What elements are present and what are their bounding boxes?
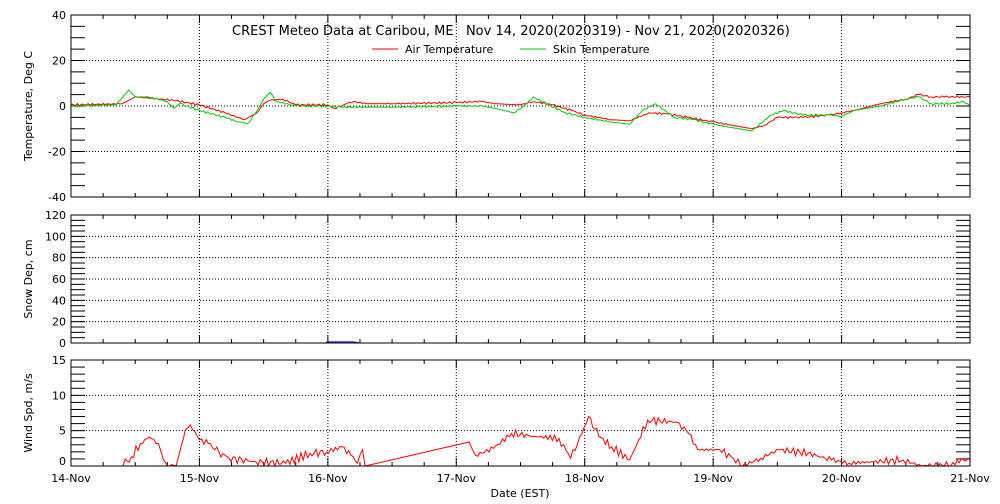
- y-tick-label: 15: [52, 354, 66, 367]
- y-axis-label: Temperature, Deg C: [22, 51, 35, 162]
- y-axis-label: Wind Spd, m/s: [22, 373, 35, 453]
- y-tick-label: 100: [45, 230, 66, 243]
- x-tick-label: 20-Nov: [822, 472, 862, 485]
- y-tick-label: 40: [52, 294, 66, 307]
- x-tick-label: 15-Nov: [180, 472, 220, 485]
- y-tick-label: 0: [59, 337, 66, 350]
- y-tick-label: 20: [52, 55, 66, 68]
- y-tick-label: 20: [52, 316, 66, 329]
- y-tick-label: 0: [59, 100, 66, 113]
- y-axis-label: Snow Dep, cm: [22, 239, 35, 318]
- x-axis-label: Date (EST): [490, 487, 549, 500]
- y-tick-label: 5: [59, 425, 66, 438]
- chart-title: CREST Meteo Data at Caribou, ME Nov 14, …: [232, 24, 790, 39]
- x-tick-label: 14-Nov: [51, 472, 91, 485]
- y-tick-label: 10: [52, 389, 66, 402]
- panel-1: 0 20 40 60 80 100 120 Snow Dep, cm: [22, 209, 971, 350]
- plot-frame: [70, 214, 971, 344]
- legend: Air Temperature Skin Temperature: [372, 43, 650, 56]
- plot-frame: [70, 14, 971, 198]
- y-tick-label: -40: [48, 191, 66, 204]
- plot-frame: [70, 359, 971, 467]
- series-line-skin-temperature: [70, 89, 971, 132]
- legend-skin-label: Skin Temperature: [553, 43, 650, 56]
- y-tick-label: 80: [52, 252, 66, 265]
- y-tick-label: -20: [48, 146, 66, 159]
- panel-0: -40 -20 0 20 40 Temperature, Deg C: [22, 9, 971, 204]
- panel-2: 0 5 10 15 Wind Spd, m/s 14-Nov 15-Nov 16-Nov 17-…: [22, 354, 990, 485]
- x-tick-label: 18-Nov: [565, 472, 605, 485]
- y-tick-label: 60: [52, 273, 66, 286]
- series-line-wind-speed: [121, 415, 971, 468]
- legend-air-label: Air Temperature: [405, 43, 494, 56]
- y-tick-label: 120: [45, 209, 66, 222]
- y-tick-label: 0: [59, 455, 66, 468]
- x-tick-label: 21-Nov: [950, 472, 990, 485]
- y-tick-label: 40: [52, 9, 66, 22]
- series-line-air-temperature: [70, 93, 971, 130]
- x-tick-label: 17-Nov: [437, 472, 477, 485]
- x-tick-label: 19-Nov: [693, 472, 733, 485]
- x-tick-label: 16-Nov: [308, 472, 348, 485]
